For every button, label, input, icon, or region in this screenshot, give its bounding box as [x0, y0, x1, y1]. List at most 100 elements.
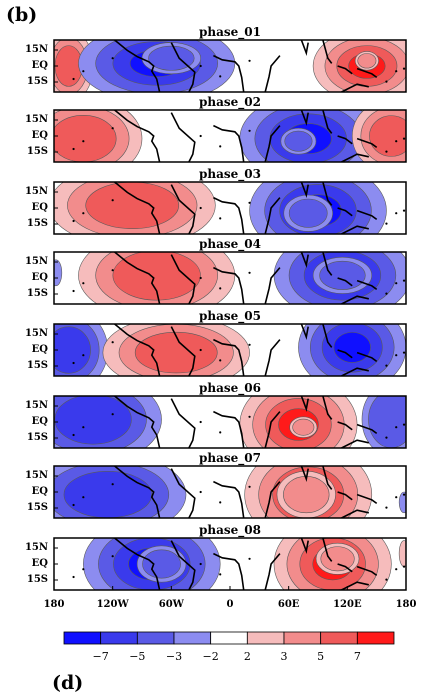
coastline — [213, 338, 245, 376]
island-dot — [72, 147, 75, 151]
coastline — [322, 40, 333, 64]
coastline — [337, 207, 353, 217]
anomaly-contour — [320, 546, 355, 572]
island-dot — [248, 485, 251, 488]
panel-title: phase_02 — [199, 95, 261, 109]
island-dot — [219, 217, 222, 220]
island-dot — [219, 359, 222, 362]
figure-label-d: (d) — [52, 672, 84, 694]
coastline — [322, 182, 333, 206]
coastline — [264, 411, 281, 448]
island-dot — [111, 127, 114, 130]
colorbar — [63, 631, 395, 645]
anomaly-contour — [357, 53, 377, 69]
anomaly-contour — [142, 549, 181, 579]
y-tick-label: EQ — [31, 486, 48, 497]
y-tick-label: EQ — [31, 272, 48, 283]
island-dot — [402, 137, 406, 140]
island-dot — [72, 77, 75, 81]
panel-title: phase_07 — [199, 451, 261, 465]
coastline — [114, 110, 161, 162]
figure-label-b: (b) — [6, 4, 38, 26]
island-dot — [402, 493, 406, 496]
anomaly-contour — [284, 130, 313, 152]
colorbar-swatch — [100, 631, 138, 645]
coastline — [341, 83, 369, 92]
y-tick-label: 15S — [26, 146, 48, 157]
island-dot — [219, 431, 222, 434]
coastline — [337, 349, 353, 359]
coastline — [264, 339, 281, 376]
coastline — [264, 553, 281, 590]
coastline — [213, 410, 245, 448]
colorbar-swatch — [136, 631, 175, 645]
y-tick-label: 15N — [24, 470, 48, 481]
island-dot — [111, 341, 114, 344]
anomaly-contour — [54, 259, 63, 287]
colorbar-label: 3 — [280, 650, 288, 663]
x-tick-label: 60W — [158, 599, 184, 610]
coastline — [114, 466, 161, 518]
coastline — [300, 538, 309, 554]
island-dot — [72, 219, 75, 223]
island-dot — [72, 433, 75, 437]
colorbar-label: −7 — [92, 650, 109, 663]
x-tick-label: 0 — [226, 599, 234, 610]
coastline — [356, 279, 378, 291]
x-tick-label: 120E — [333, 599, 362, 610]
island-dot — [82, 496, 85, 499]
island-dot — [395, 496, 398, 499]
island-dot — [199, 64, 202, 68]
anomaly-contour — [148, 45, 195, 71]
island-dot — [82, 212, 85, 215]
coastline — [264, 55, 281, 92]
coastline — [337, 563, 353, 573]
colorbar-swatch — [320, 631, 358, 645]
island-dot — [199, 276, 202, 280]
island-dot — [395, 70, 398, 73]
y-tick-label: 15S — [26, 574, 48, 585]
coastline — [300, 182, 309, 198]
colorbar-label: −5 — [129, 650, 146, 663]
island-dot — [82, 426, 85, 429]
island-dot — [385, 578, 388, 581]
x-tick-label: 120W — [96, 599, 129, 610]
panel-title: phase_08 — [199, 523, 261, 537]
island-dot — [248, 59, 251, 62]
island-dot — [219, 75, 222, 78]
island-dot — [385, 292, 388, 295]
island-dot — [395, 354, 398, 357]
anomaly-contour — [283, 476, 330, 514]
y-tick-label: 15N — [24, 256, 48, 267]
x-tick-label: 180 — [43, 599, 65, 610]
y-tick-label: 15S — [26, 288, 48, 299]
coastline — [300, 396, 309, 412]
coastline — [356, 565, 378, 577]
colorbar-swatch — [283, 631, 322, 645]
colorbar-swatch — [173, 631, 212, 645]
coastline — [300, 324, 309, 340]
coastline — [337, 277, 353, 287]
island-dot — [395, 212, 398, 215]
map-panel-3 — [53, 181, 407, 235]
anomaly-contour — [398, 491, 406, 514]
island-dot — [385, 436, 388, 439]
coastline — [322, 538, 333, 562]
island-dot — [199, 420, 202, 424]
island-dot — [248, 129, 251, 132]
anomaly-contour — [292, 418, 315, 436]
coastline — [322, 252, 333, 276]
coastline — [341, 509, 369, 518]
colorbar-label: −2 — [202, 650, 219, 663]
anomaly-contour — [319, 260, 366, 290]
coastline — [341, 153, 369, 162]
island-dot — [395, 140, 398, 143]
island-dot — [199, 562, 202, 566]
island-dot — [248, 415, 251, 418]
island-dot — [111, 199, 114, 202]
coastline — [356, 67, 378, 79]
island-dot — [82, 354, 85, 357]
island-dot — [385, 364, 388, 367]
coastline — [114, 324, 161, 376]
coastline — [213, 266, 245, 304]
